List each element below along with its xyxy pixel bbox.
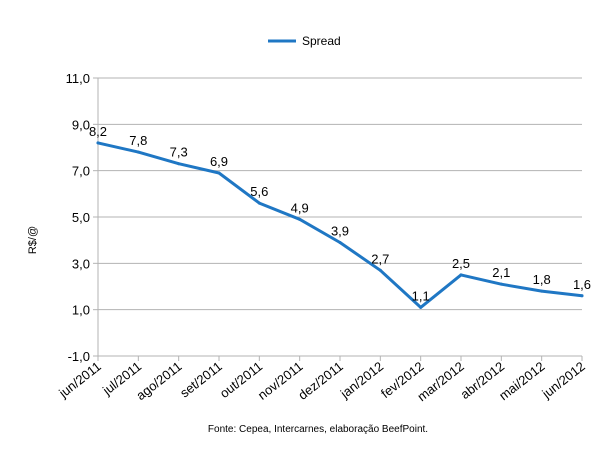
data-label: 1,1 [412, 288, 430, 303]
data-label: 1,6 [573, 277, 591, 292]
data-point [499, 282, 503, 286]
y-tick-label: 11,0 [66, 71, 90, 86]
x-tick-labels: jun/2011jul/2011ago/2011set/2011out/2011… [55, 356, 588, 404]
data-labels: 8,2 7,8 7,3 6,9 5,6 4,9 3,9 2,7 1,1 2,5 2,1 1,8 1,6 [89, 124, 591, 303]
y-tick-label: 1,0 [72, 303, 90, 318]
data-point [580, 294, 584, 298]
x-tick-label: jun/2012 [539, 359, 588, 402]
series-spread [96, 141, 584, 309]
gridlines [93, 77, 582, 357]
data-label: 2,7 [371, 251, 389, 266]
data-point [257, 201, 261, 205]
y-tick-label: 5,0 [72, 210, 90, 225]
y-tick-label: 7,0 [72, 164, 90, 179]
x-tick-label: jan/2012 [337, 359, 386, 402]
data-point [459, 273, 463, 277]
y-tick-labels: -1,0 1,0 3,0 5,0 7,0 9,0 11,0 [66, 71, 90, 364]
data-label: 4,9 [291, 200, 309, 215]
data-label: 7,8 [129, 133, 147, 148]
y-tick-label: 9,0 [72, 117, 90, 132]
data-label: 1,8 [533, 272, 551, 287]
data-label: 8,2 [89, 124, 107, 139]
data-label: 6,9 [210, 154, 228, 169]
data-point [298, 217, 302, 221]
data-label: 5,6 [250, 184, 268, 199]
data-point [378, 268, 382, 272]
x-tick-label: nov/2011 [255, 359, 306, 403]
legend: Spread [268, 34, 341, 48]
data-label: 7,3 [170, 145, 188, 160]
y-axis-title: R$/@ [27, 226, 39, 254]
y-tick-label: 3,0 [72, 256, 90, 271]
data-point [540, 289, 544, 293]
data-point [338, 240, 342, 244]
x-tick-label: jun/2011 [55, 359, 104, 402]
data-point [136, 150, 140, 154]
source-note: Fonte: Cepea, Intercarnes, elaboração Be… [208, 424, 428, 435]
data-point [217, 171, 221, 175]
data-label: 2,1 [492, 265, 510, 280]
x-tick-label: set/2011 [177, 359, 225, 401]
data-label: 2,5 [452, 256, 470, 271]
data-point [96, 141, 100, 145]
data-point [419, 305, 423, 309]
x-tick-label: ago/2011 [133, 359, 184, 404]
x-tick-label: mai/2012 [496, 359, 547, 404]
legend-label-spread: Spread [302, 34, 341, 48]
data-point [177, 162, 181, 166]
x-tick-label: dez/2011 [295, 359, 346, 403]
y-tick-label: -1,0 [68, 349, 90, 364]
data-label: 3,9 [331, 223, 349, 238]
